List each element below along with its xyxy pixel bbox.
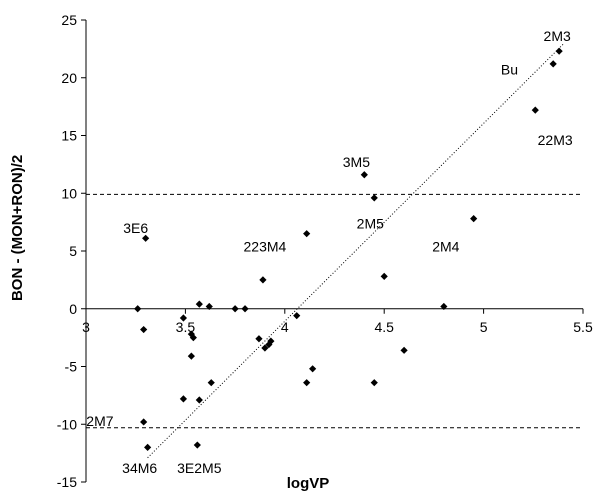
data-point <box>360 171 368 179</box>
data-point <box>549 60 557 68</box>
data-point <box>179 314 188 322</box>
x-axis-title: logVP <box>287 475 330 492</box>
data-point <box>179 395 188 403</box>
point-annotation: 3E2M5 <box>177 460 222 476</box>
x-tick-label: 3.5 <box>176 319 196 335</box>
x-tick-label: 4.5 <box>374 319 394 335</box>
data-point <box>370 379 378 387</box>
point-annotation: 2M5 <box>357 215 384 231</box>
data-points <box>134 47 563 451</box>
data-point <box>303 379 311 387</box>
x-tick-label: 3 <box>82 319 90 335</box>
data-point <box>470 215 478 223</box>
data-point <box>231 305 239 313</box>
point-annotation: Bu <box>501 62 518 78</box>
data-point <box>207 379 215 387</box>
data-point <box>195 396 203 404</box>
trendline <box>147 43 564 459</box>
point-annotation: 3M5 <box>343 154 370 170</box>
data-point <box>144 443 152 451</box>
data-point <box>309 365 317 373</box>
point-annotation: 22M3 <box>538 132 573 148</box>
point-annotation: 34M6 <box>122 460 157 476</box>
data-point <box>303 230 311 238</box>
axes <box>81 19 584 483</box>
x-tick-label: 5 <box>480 319 488 335</box>
data-point <box>187 352 195 360</box>
y-tick-label: 10 <box>61 185 77 201</box>
point-annotation: 2M3 <box>544 28 571 44</box>
y-tick-labels: -15 -10 -5 0 5 10 15 20 25 <box>57 12 77 490</box>
data-point <box>267 337 275 345</box>
data-point <box>195 300 203 308</box>
point-annotation: 2M4 <box>432 238 459 254</box>
data-point <box>142 234 150 242</box>
data-point <box>531 106 539 114</box>
y-axis-title: BON - (MON+RON)/2 <box>9 155 26 301</box>
y-tick-label: -15 <box>57 474 77 490</box>
data-point <box>140 325 148 334</box>
data-point <box>261 344 269 352</box>
data-point <box>187 330 195 338</box>
data-point <box>400 346 408 354</box>
point-annotation: 223M4 <box>244 238 287 254</box>
data-point <box>205 302 213 311</box>
data-point <box>134 305 142 313</box>
point-annotation: 2M7 <box>86 413 113 429</box>
x-tick-labels: 3 3.5 4 4.5 5 5.5 <box>82 319 593 335</box>
y-tick-label: 5 <box>69 243 77 259</box>
y-tick-label: 15 <box>61 128 77 144</box>
data-point <box>293 312 301 320</box>
data-point <box>380 272 388 281</box>
data-point <box>259 276 267 284</box>
data-point <box>440 302 448 311</box>
point-annotations: 2M3 Bu 22M3 3M5 2M5 2M4 223M4 3E6 2M7 34M6 3E2M5 <box>86 28 573 476</box>
data-point <box>370 194 378 202</box>
trendline-group <box>147 43 564 459</box>
y-tick-label: -10 <box>57 416 77 432</box>
reference-lines <box>86 193 583 429</box>
y-tick-label: 0 <box>69 301 77 317</box>
point-annotation: 3E6 <box>123 220 148 236</box>
x-tick-label: 5.5 <box>573 319 593 335</box>
data-point <box>193 441 201 449</box>
y-tick-label: -5 <box>65 359 78 375</box>
data-point <box>255 335 263 343</box>
data-point <box>189 334 197 342</box>
x-tick-label: 4 <box>281 319 289 335</box>
data-point <box>140 418 148 426</box>
data-point <box>555 47 563 55</box>
y-tick-label: 20 <box>61 70 77 86</box>
y-tick-label: 25 <box>61 12 77 28</box>
data-point <box>241 305 249 313</box>
